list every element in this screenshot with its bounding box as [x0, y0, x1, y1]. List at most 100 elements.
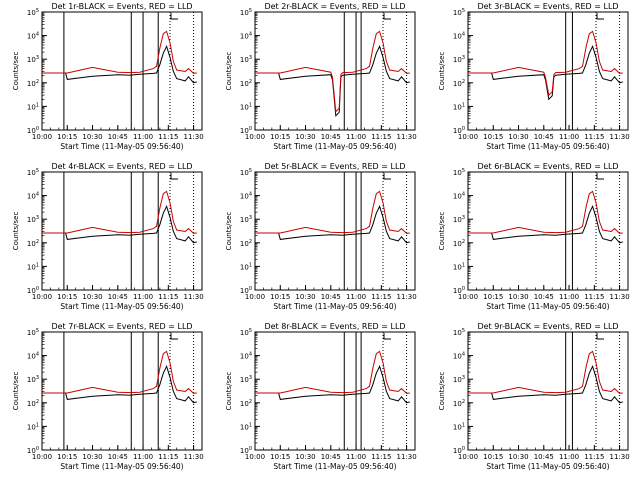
y-tick-label: 103 — [240, 375, 252, 384]
y-axis-label: Counts/sec — [225, 372, 233, 411]
interval-bracket — [170, 173, 178, 180]
x-tick-label: 11:15 — [584, 133, 604, 141]
x-tick-label: 10:15 — [57, 133, 77, 141]
series-events-line — [42, 365, 198, 404]
y-tick-label: 100 — [453, 286, 465, 295]
x-tick-label: 10:30 — [508, 293, 528, 301]
x-tick-label: 11:30 — [396, 293, 416, 301]
x-tick-label: 11:15 — [584, 293, 604, 301]
y-axis-label: Counts/sec — [438, 212, 446, 251]
interval-bracket — [383, 13, 391, 20]
x-tick-label: 11:15 — [371, 133, 391, 141]
series-events-line — [255, 205, 411, 244]
detector-plot-9: Det 9r-BLACK = Events, RED = LLD 100 101 10… — [438, 322, 630, 471]
y-axis-label: Counts/sec — [438, 372, 446, 411]
y-tick-label: 103 — [27, 55, 39, 64]
plot-frame — [41, 171, 203, 291]
x-tick-label: 11:15 — [158, 133, 178, 141]
y-tick-label: 101 — [27, 102, 39, 111]
plot-title: Det 4r-BLACK = Events, RED = LLD — [51, 162, 192, 171]
y-tick-label: 102 — [27, 399, 39, 408]
y-tick-label: 103 — [453, 375, 465, 384]
x-tick-label: 10:00 — [245, 133, 265, 141]
x-tick-label: 11:30 — [183, 453, 203, 461]
detector-plot-3: Det 3r-BLACK = Events, RED = LLD 100 101 10… — [438, 2, 630, 151]
interval-bracket — [383, 173, 391, 180]
x-tick-label: 10:15 — [57, 293, 77, 301]
plot-title: Det 9r-BLACK = Events, RED = LLD — [477, 322, 618, 331]
y-tick-label: 102 — [240, 239, 252, 248]
y-tick-label: 105 — [27, 8, 39, 17]
x-tick-label: 10:00 — [245, 453, 265, 461]
y-tick-label: 101 — [27, 422, 39, 431]
x-axis-label: Start Time (11-May-05 09:56:40) — [273, 302, 396, 311]
x-tick-label: 10:00 — [458, 293, 478, 301]
x-tick-label: 11:00 — [133, 453, 153, 461]
x-tick-label: 10:15 — [483, 293, 503, 301]
plot-title: Det 2r-BLACK = Events, RED = LLD — [264, 2, 405, 11]
y-tick-label: 100 — [27, 126, 39, 135]
y-tick-label: 100 — [240, 446, 252, 455]
y-tick-label: 100 — [453, 446, 465, 455]
interval-bracket — [596, 13, 604, 20]
y-tick-label: 105 — [453, 168, 465, 177]
series-lld-line — [42, 350, 197, 394]
y-tick-label: 104 — [27, 32, 39, 41]
series-events-line — [468, 45, 624, 101]
x-tick-label: 11:00 — [559, 133, 579, 141]
x-tick-label: 10:00 — [458, 453, 478, 461]
x-tick-label: 10:00 — [245, 293, 265, 301]
series-lld-line — [468, 30, 623, 97]
plot-frame — [467, 11, 629, 131]
y-tick-label: 105 — [453, 8, 465, 17]
plot-frame — [467, 171, 629, 291]
x-tick-label: 10:15 — [483, 453, 503, 461]
x-tick-label: 11:00 — [133, 293, 153, 301]
y-tick-label: 103 — [453, 55, 465, 64]
x-tick-label: 10:45 — [534, 293, 554, 301]
series-lld-line — [255, 190, 410, 234]
x-tick-label: 10:15 — [483, 133, 503, 141]
x-axis-label: Start Time (11-May-05 09:56:40) — [60, 142, 183, 151]
y-tick-label: 105 — [240, 8, 252, 17]
y-tick-label: 105 — [27, 328, 39, 337]
y-tick-label: 102 — [27, 239, 39, 248]
detector-plot-4: Det 4r-BLACK = Events, RED = LLD 100 101 10… — [12, 162, 204, 311]
y-tick-label: 105 — [27, 168, 39, 177]
interval-bracket — [170, 333, 178, 340]
x-tick-label: 10:30 — [295, 293, 315, 301]
series-lld-line — [42, 30, 197, 74]
y-axis-label: Counts/sec — [12, 212, 20, 251]
y-tick-label: 104 — [453, 352, 465, 361]
plot-title: Det 8r-BLACK = Events, RED = LLD — [264, 322, 405, 331]
x-tick-label: 10:45 — [534, 453, 554, 461]
x-axis-label: Start Time (11-May-05 09:56:40) — [486, 142, 609, 151]
x-tick-label: 11:30 — [609, 133, 629, 141]
interval-bracket — [596, 333, 604, 340]
y-tick-label: 104 — [240, 352, 252, 361]
x-tick-label: 11:15 — [158, 453, 178, 461]
y-tick-label: 104 — [240, 32, 252, 41]
x-tick-label: 11:00 — [346, 133, 366, 141]
y-tick-label: 102 — [453, 399, 465, 408]
y-tick-label: 102 — [453, 239, 465, 248]
x-axis-label: Start Time (11-May-05 09:56:40) — [273, 462, 396, 471]
x-tick-label: 11:00 — [559, 293, 579, 301]
y-axis-label: Counts/sec — [12, 52, 20, 91]
x-tick-label: 11:30 — [609, 453, 629, 461]
x-tick-label: 10:30 — [508, 453, 528, 461]
plot-title: Det 1r-BLACK = Events, RED = LLD — [51, 2, 192, 11]
x-tick-label: 10:45 — [321, 293, 341, 301]
y-tick-label: 100 — [453, 126, 465, 135]
y-tick-label: 103 — [240, 215, 252, 224]
x-tick-label: 10:15 — [270, 453, 290, 461]
x-tick-label: 10:45 — [321, 453, 341, 461]
x-tick-label: 10:45 — [108, 133, 128, 141]
y-tick-label: 104 — [453, 32, 465, 41]
x-tick-label: 10:00 — [32, 293, 52, 301]
x-tick-label: 10:00 — [458, 133, 478, 141]
y-tick-label: 104 — [453, 192, 465, 201]
x-tick-label: 11:30 — [396, 133, 416, 141]
y-tick-label: 100 — [27, 286, 39, 295]
plot-frame — [254, 331, 416, 451]
